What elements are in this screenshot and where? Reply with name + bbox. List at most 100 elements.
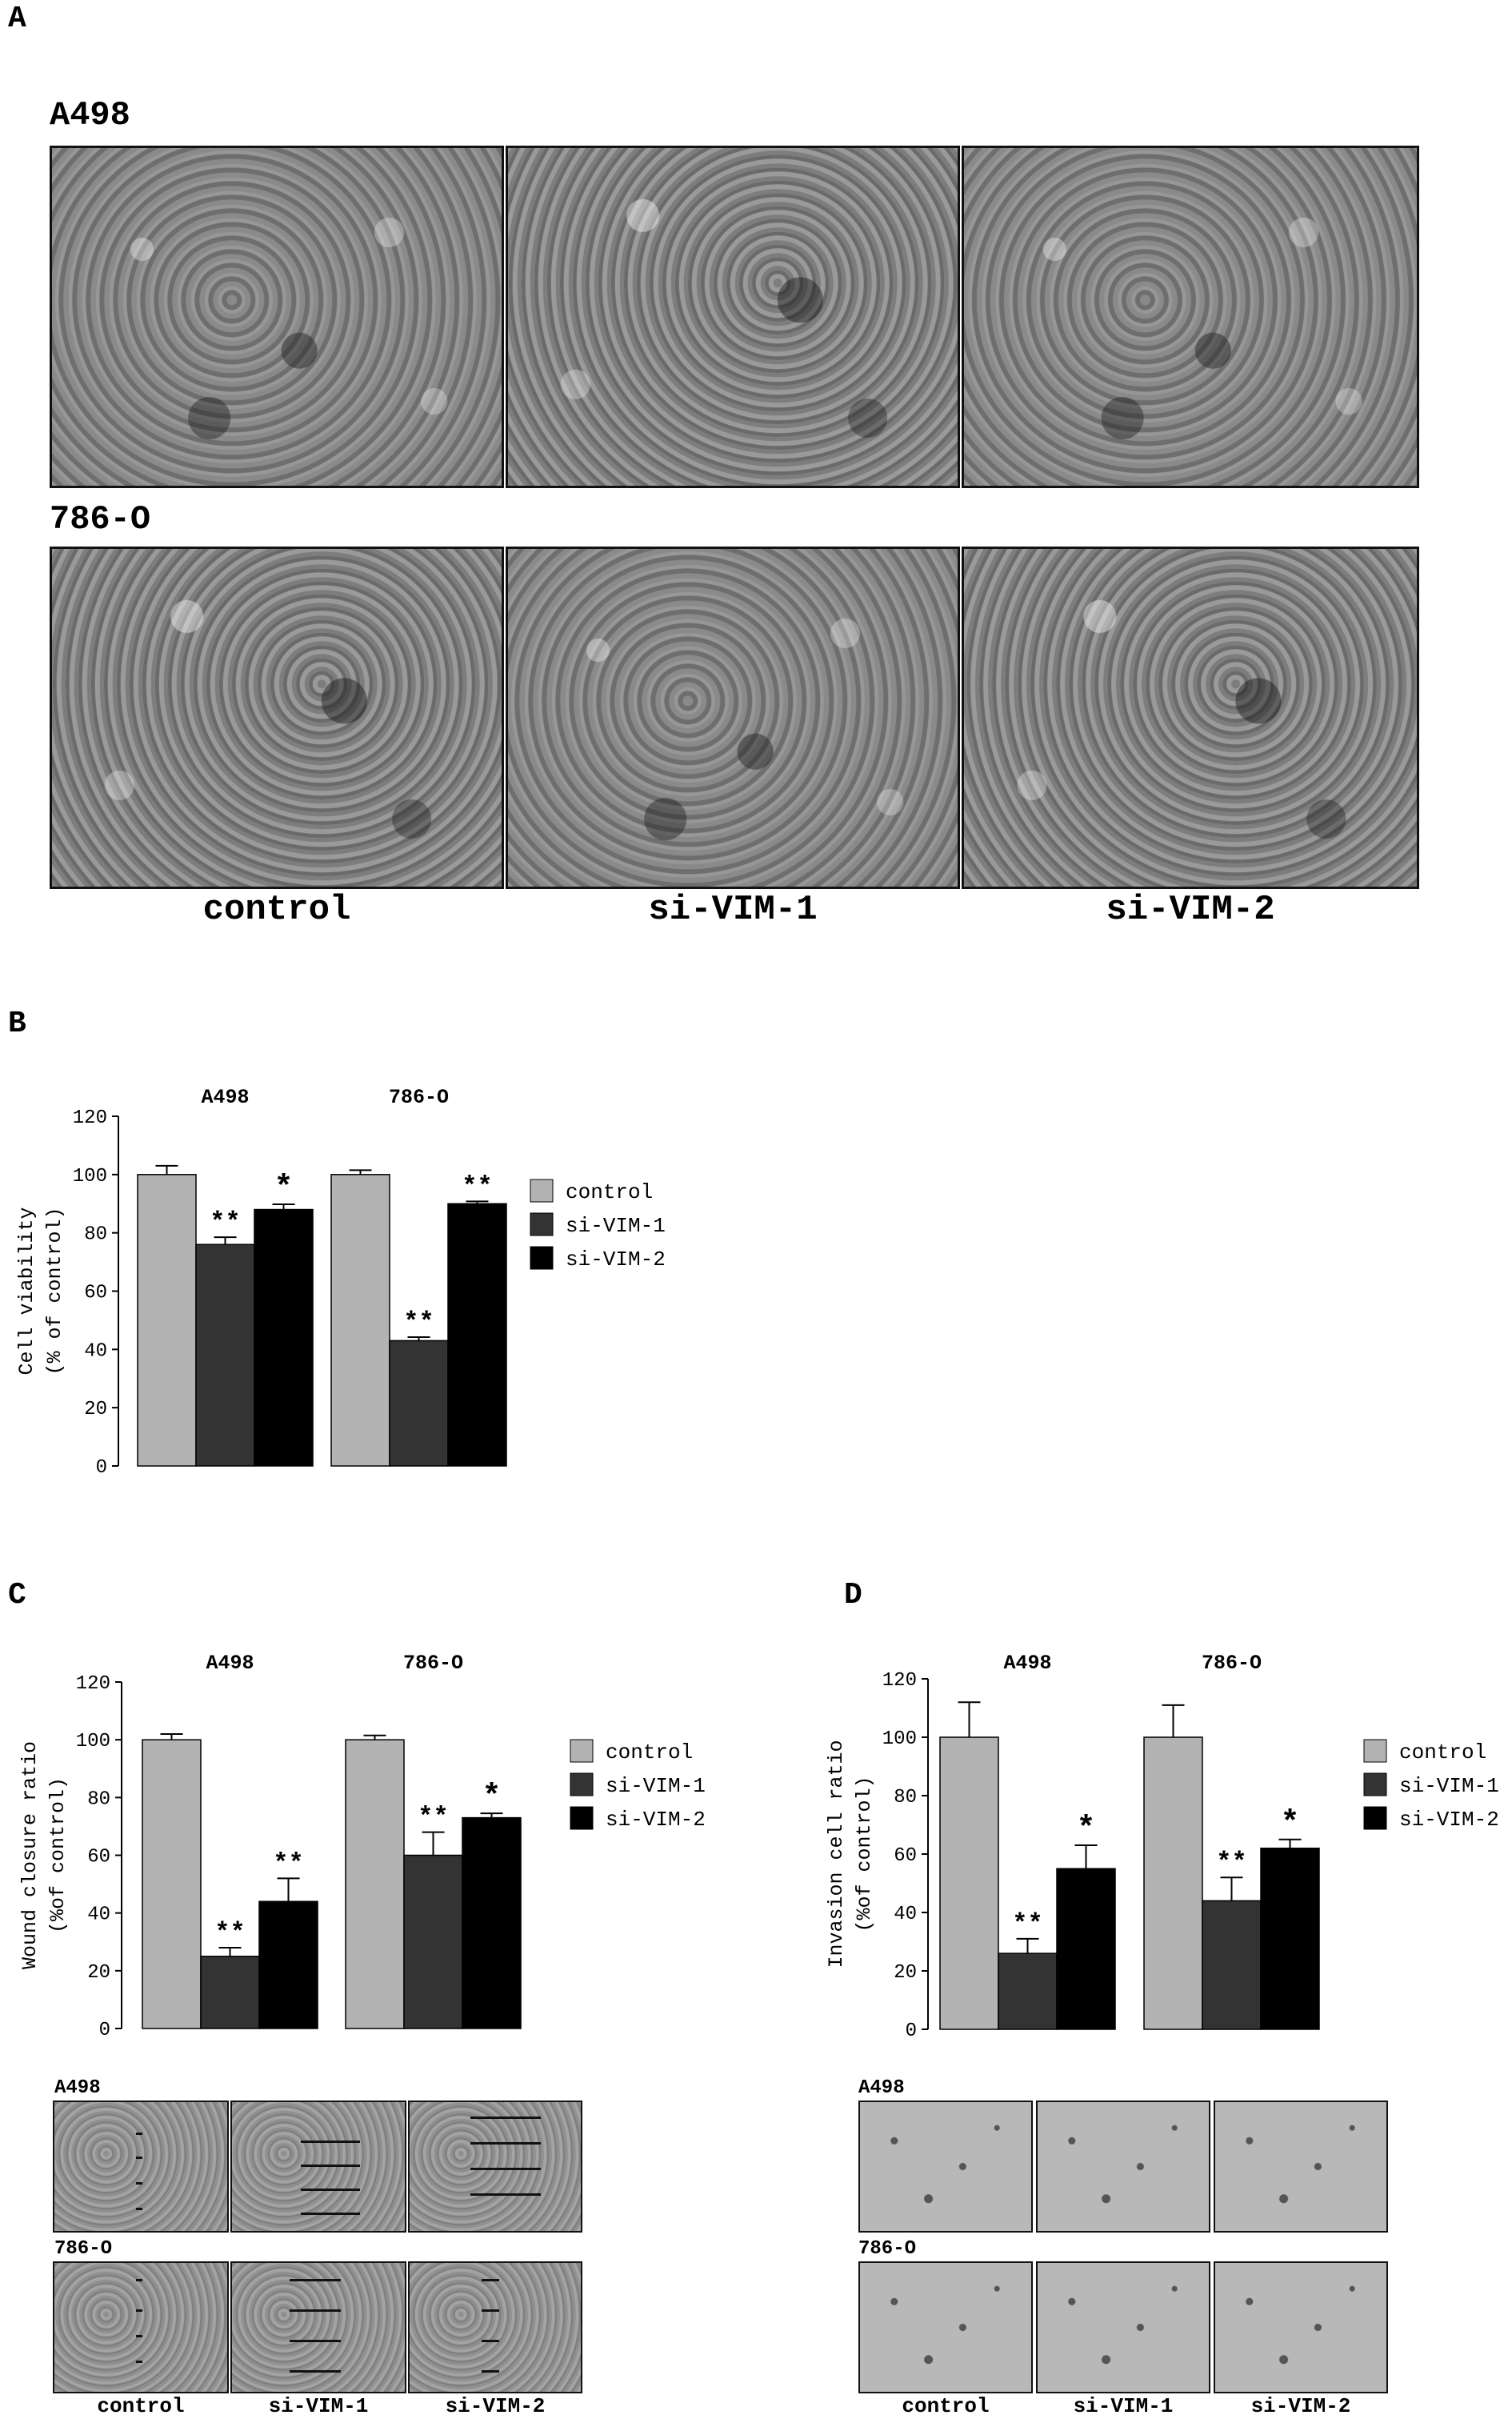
panel-a-row-label-786o: 786-O <box>50 500 151 539</box>
chart-d-bar <box>998 1952 1058 2030</box>
chart-b-y-tick-label: 20 <box>84 1399 107 1420</box>
chart-d-y-tick-label: 80 <box>894 1787 917 1808</box>
wound-a498-si-vim-2 <box>408 2101 582 2233</box>
chart-d-bar <box>1260 1847 1320 2030</box>
panel-a-col-label-si-vim-2: si-VIM-2 <box>1106 890 1275 930</box>
chart-c-y-tick-label: 0 <box>99 2020 110 2041</box>
chart-d-group-label: A498 <box>1003 1652 1051 1675</box>
chart-b-y-tick-label: 120 <box>73 1107 107 1129</box>
chart-c-y-tick-label: 120 <box>76 1673 110 1695</box>
chart-b-bar <box>330 1174 390 1467</box>
chart-b-group-label: A498 <box>201 1086 249 1109</box>
chart-d-y-label-line2: (%of control) <box>853 1776 876 1932</box>
chart-c-bar <box>258 1900 318 2029</box>
invasion-a498-si-vim-1 <box>1036 2101 1210 2233</box>
chart-c-legend-swatch <box>570 1806 594 1830</box>
chart-b-sig-marker: * <box>274 1171 293 1207</box>
chart-b-legend-swatch <box>530 1212 554 1236</box>
chart-d-legend-swatch <box>1363 1772 1387 1796</box>
chart-d-y-tick-label: 120 <box>882 1670 917 1692</box>
chart-b-sig-marker: ** <box>403 1308 434 1337</box>
chart-b-bar <box>195 1244 255 1467</box>
chart-b-y-label-line2: (% of control) <box>43 1207 66 1375</box>
chart-c-sig-marker: ** <box>418 1803 448 1832</box>
panel-c-row-label-a498: A498 <box>54 2077 101 2099</box>
chart-b-sig-marker: ** <box>462 1171 492 1201</box>
chart-c-sig-marker: * <box>482 1780 501 1816</box>
chart-b-y-tick-label: 40 <box>84 1340 107 1362</box>
invasion-a498-control <box>858 2101 1033 2233</box>
chart-d-bar <box>939 1736 999 2030</box>
chart-d-y-tick-label: 20 <box>894 1962 917 1984</box>
chart-c-legend-swatch <box>570 1772 594 1796</box>
chart-c-y-label-line1: Wound closure ratio <box>18 1741 42 1969</box>
chart-b-legend-label: control <box>566 1180 653 1204</box>
panel-a-letter: A <box>8 2 26 36</box>
panel-d-row-label-a498: A498 <box>858 2077 905 2099</box>
chart-c-legend-swatch <box>570 1739 594 1763</box>
panel-c-col-label-control: control <box>97 2394 185 2418</box>
chart-d-bar <box>1202 1900 1262 2030</box>
chart-c-y-tick-label: 40 <box>87 1904 110 1926</box>
chart-c-sig-marker: ** <box>214 1918 245 1948</box>
chart-b-legend-swatch <box>530 1179 554 1203</box>
chart-d-legend-swatch <box>1363 1739 1387 1763</box>
chart-d-legend-swatch <box>1363 1806 1387 1830</box>
micrograph-786o-control <box>50 547 504 889</box>
chart-d-y-label-line1: Invasion cell ratio <box>825 1740 848 1968</box>
micrograph-786o-si-vim-1 <box>506 547 960 889</box>
chart-d-y-tick-label: 60 <box>894 1845 917 1867</box>
chart-b-y-tick-label: 80 <box>84 1224 107 1246</box>
panel-a-row-label-a498: A498 <box>50 96 130 134</box>
invasion-786o-control <box>858 2261 1033 2393</box>
panel-d-letter: D <box>844 1578 862 1612</box>
panel-c-row-label-786o: 786-O <box>54 2238 113 2260</box>
micrograph-786o-si-vim-2 <box>962 547 1419 889</box>
invasion-786o-si-vim-1 <box>1036 2261 1210 2393</box>
chart-c-group-label: 786-O <box>403 1652 463 1675</box>
panel-c-letter: C <box>8 1578 26 1612</box>
panel-b-letter: B <box>8 1007 26 1041</box>
wound-786o-si-vim-1 <box>230 2261 406 2393</box>
invasion-a498-si-vim-2 <box>1214 2101 1388 2233</box>
panel-d-col-label-control: control <box>902 2394 990 2418</box>
chart-c-bar <box>142 1739 202 2029</box>
chart-d-group-label: 786-O <box>1202 1652 1262 1675</box>
chart-d: 0 20 40 60 80 100 120 Invasion cell ratio (%of c… <box>825 1652 1499 2042</box>
chart-d-legend-label: control <box>1399 1740 1486 1764</box>
chart-b-legend-label: si-VIM-1 <box>566 1214 666 1238</box>
chart-d-sig-marker: * <box>1076 1812 1095 1848</box>
chart-c-bar <box>345 1739 405 2029</box>
chart-d-y-tick-label: 100 <box>882 1728 917 1750</box>
chart-c-bar <box>403 1854 463 2029</box>
micrograph-a498-si-vim-1 <box>506 146 960 488</box>
chart-b-y-tick-label: 0 <box>96 1457 107 1479</box>
invasion-786o-si-vim-2 <box>1214 2261 1388 2393</box>
chart-b-group-label: 786-O <box>389 1086 449 1109</box>
micrograph-a498-si-vim-2 <box>962 146 1419 488</box>
chart-d-legend-label: si-VIM-1 <box>1399 1774 1499 1798</box>
panel-a-col-label-si-vim-1: si-VIM-1 <box>648 890 818 930</box>
chart-d-y-tick-label: 40 <box>894 1904 917 1925</box>
wound-786o-si-vim-2 <box>408 2261 582 2393</box>
wound-a498-si-vim-1 <box>230 2101 406 2233</box>
chart-c-y-tick-label: 20 <box>87 1962 110 1984</box>
panel-d-col-label-si-vim-2: si-VIM-2 <box>1250 2394 1351 2418</box>
panel-a-col-label-control: control <box>202 890 351 930</box>
chart-c-y-label-line2: (%of control) <box>46 1777 70 1933</box>
chart-d-legend-label: si-VIM-2 <box>1399 1808 1499 1832</box>
chart-b-bar <box>254 1208 314 1467</box>
wound-a498-control <box>53 2101 229 2233</box>
chart-c-legend-label: control <box>606 1740 693 1764</box>
chart-c-bar <box>200 1956 260 2029</box>
chart-c-y-tick-label: 80 <box>87 1788 110 1810</box>
chart-b-y-tick-label: 60 <box>84 1283 107 1304</box>
chart-b-y-tick-label: 100 <box>73 1166 107 1187</box>
chart-b: 0 20 40 60 80 100 120 Cell viability (% of contr… <box>15 1086 666 1479</box>
panel-c-col-label-si-vim-2: si-VIM-2 <box>445 2394 546 2418</box>
chart-c-y-tick-label: 100 <box>76 1731 110 1752</box>
panel-d-col-label-si-vim-1: si-VIM-1 <box>1073 2394 1174 2418</box>
chart-c-bar <box>462 1816 522 2029</box>
chart-b-legend-swatch <box>530 1246 554 1270</box>
micrograph-a498-control <box>50 146 504 488</box>
